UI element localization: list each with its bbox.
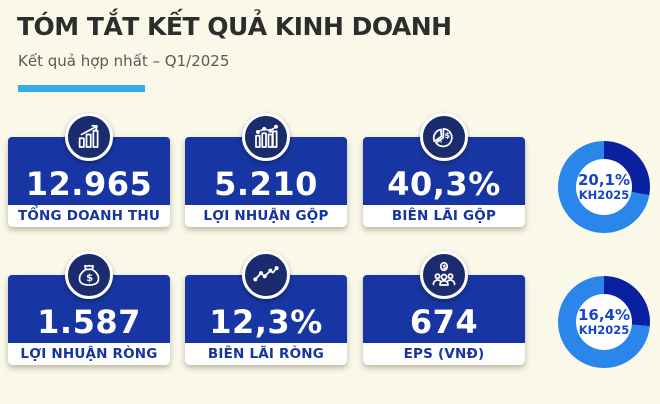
kpi-label: BIÊN LÃI RÒNG — [185, 343, 347, 365]
donut-plan-label: KH2025 — [578, 322, 630, 337]
bar-chart-trend-icon — [242, 113, 290, 161]
svg-text:%: % — [437, 138, 443, 144]
kpi-value: 12.965 — [25, 165, 153, 203]
kpi-card-net-margin: 12,3% BIÊN LÃI RÒNG — [185, 251, 347, 365]
donut-plan-label: KH2025 — [578, 187, 630, 202]
kpi-label: EPS (VNĐ) — [363, 343, 525, 365]
kpi-card-total-revenue: 12.965 TỔNG DOANH THU — [8, 113, 170, 227]
kpi-label: BIÊN LÃI GỘP — [363, 205, 525, 227]
kpi-value: 674 — [409, 303, 479, 341]
page-title: TÓM TẮT KẾT QUẢ KINH DOANH — [17, 12, 452, 41]
money-bag-icon: $ — [65, 251, 113, 299]
donut-chart-kh2025-revenue: 20,1% KH2025 — [558, 141, 650, 233]
kpi-label: LỢI NHUẬN RÒNG — [8, 343, 170, 365]
kpi-value: 5.210 — [214, 165, 318, 203]
kpi-value: 40,3% — [387, 165, 501, 203]
page-subtitle: Kết quả hợp nhất – Q1/2025 — [18, 52, 230, 70]
kpi-value: 1.587 — [37, 303, 141, 341]
pie-chart-dollar-icon: % $ — [420, 113, 468, 161]
kpi-card-eps: $ 674 EPS (VNĐ) — [363, 251, 525, 365]
kpi-card-gross-margin: % $ 40,3% BIÊN LÃI GỘP — [363, 113, 525, 227]
bar-chart-growth-icon — [65, 113, 113, 161]
svg-text:$: $ — [86, 273, 93, 284]
kpi-label: TỔNG DOANH THU — [8, 205, 170, 227]
svg-text:$: $ — [442, 264, 446, 271]
donut-center: 20,1% KH2025 — [576, 159, 632, 215]
kpi-label: LỢI NHUẬN GỘP — [185, 205, 347, 227]
donut-percent-label: 16,4% — [577, 306, 631, 325]
line-chart-icon — [242, 251, 290, 299]
people-dollar-icon: $ — [420, 251, 468, 299]
donut-chart-kh2025-profit: 16,4% KH2025 — [558, 276, 650, 368]
svg-text:$: $ — [445, 130, 451, 140]
donut-center: 16,4% KH2025 — [576, 294, 632, 350]
kpi-card-net-profit: $ 1.587 LỢI NHUẬN RÒNG — [8, 251, 170, 365]
donut-percent-label: 20,1% — [577, 171, 631, 190]
accent-underline — [18, 85, 145, 92]
kpi-card-gross-profit: 5.210 LỢI NHUẬN GỘP — [185, 113, 347, 227]
kpi-value: 12,3% — [209, 303, 323, 341]
